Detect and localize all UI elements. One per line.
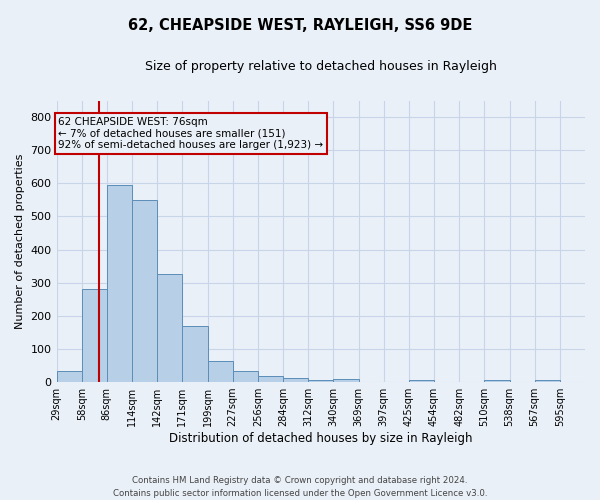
Bar bbox=[233, 371, 258, 382]
Bar bbox=[56, 371, 82, 382]
Bar bbox=[82, 290, 107, 382]
Bar bbox=[334, 379, 359, 382]
Bar bbox=[208, 360, 233, 382]
Bar bbox=[484, 380, 509, 382]
Bar bbox=[132, 200, 157, 382]
Text: 62, CHEAPSIDE WEST, RAYLEIGH, SS6 9DE: 62, CHEAPSIDE WEST, RAYLEIGH, SS6 9DE bbox=[128, 18, 472, 32]
Text: 62 CHEAPSIDE WEST: 76sqm
← 7% of detached houses are smaller (151)
92% of semi-d: 62 CHEAPSIDE WEST: 76sqm ← 7% of detache… bbox=[58, 117, 323, 150]
Title: Size of property relative to detached houses in Rayleigh: Size of property relative to detached ho… bbox=[145, 60, 497, 73]
Bar bbox=[409, 380, 434, 382]
Bar bbox=[308, 380, 334, 382]
Bar bbox=[107, 185, 132, 382]
Bar bbox=[182, 326, 208, 382]
Bar bbox=[157, 274, 182, 382]
Text: Contains HM Land Registry data © Crown copyright and database right 2024.
Contai: Contains HM Land Registry data © Crown c… bbox=[113, 476, 487, 498]
Bar bbox=[283, 378, 308, 382]
Bar bbox=[258, 376, 283, 382]
Bar bbox=[535, 380, 560, 382]
X-axis label: Distribution of detached houses by size in Rayleigh: Distribution of detached houses by size … bbox=[169, 432, 473, 445]
Y-axis label: Number of detached properties: Number of detached properties bbox=[15, 154, 25, 329]
